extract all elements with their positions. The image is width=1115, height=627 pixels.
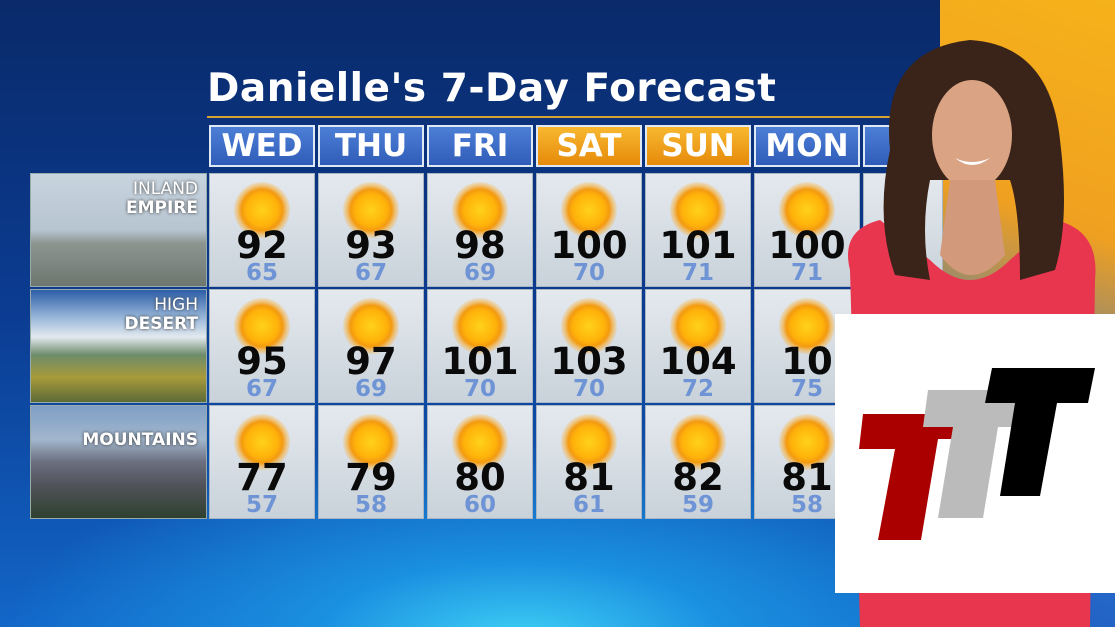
high-temp: 103: [550, 340, 628, 383]
high-temp: 93: [345, 224, 397, 267]
forecast-cell: 81 61: [536, 405, 642, 519]
sunny-icon: [452, 414, 508, 470]
low-temp: 69: [354, 376, 387, 402]
high-temp: 101: [441, 340, 519, 383]
sunny-icon: [234, 182, 290, 238]
sunny-icon: [234, 414, 290, 470]
forecast-cell: 104 72: [645, 289, 751, 403]
day-header-sun: SUN: [645, 125, 751, 167]
sunny-icon: [234, 298, 290, 354]
region-label: INLAND EMPIRE: [125, 179, 198, 218]
presenter-neck: [940, 180, 1005, 275]
sunny-icon: [343, 414, 399, 470]
forecast-cell: 92 65: [209, 173, 315, 287]
forecast-cell: 82 59: [645, 405, 751, 519]
low-temp: 67: [245, 376, 278, 402]
forecast-cell: 101 70: [427, 289, 533, 403]
low-temp: 67: [354, 260, 387, 286]
forecast-cell: 93 67: [318, 173, 424, 287]
sunny-icon: [670, 298, 726, 354]
high-temp: 79: [345, 456, 397, 499]
low-temp: 75: [790, 376, 823, 402]
low-temp: 60: [463, 492, 496, 518]
forecast-cell: 101 71: [645, 173, 751, 287]
sunny-icon: [561, 414, 617, 470]
high-temp: 77: [236, 456, 288, 499]
sunny-icon: [561, 298, 617, 354]
low-temp: 61: [572, 492, 605, 518]
high-temp: 92: [236, 224, 288, 267]
sunny-icon: [452, 182, 508, 238]
low-temp: 59: [681, 492, 714, 518]
region-panel: INLAND EMPIRE: [30, 173, 207, 287]
low-temp: 70: [463, 376, 496, 402]
high-temp: 101: [659, 224, 737, 267]
high-temp: 10: [781, 340, 833, 383]
region-label: HIGH DESERT: [124, 295, 198, 334]
low-temp: 72: [681, 376, 714, 402]
forecast-cell: 95 67: [209, 289, 315, 403]
high-temp: 81: [781, 456, 833, 499]
low-temp: 69: [463, 260, 496, 286]
title-divider: [207, 116, 927, 118]
presenter-face: [932, 80, 1012, 190]
day-header-thu: THU: [318, 125, 424, 167]
high-temp: 80: [454, 456, 506, 499]
sunny-icon: [452, 298, 508, 354]
low-temp: 71: [790, 260, 823, 286]
sunny-icon: [343, 298, 399, 354]
high-temp: 100: [550, 224, 628, 267]
ttt-logo-icon: [859, 368, 1095, 540]
high-temp: 81: [563, 456, 615, 499]
page-title: Danielle's 7-Day Forecast: [207, 66, 777, 111]
forecast-cell: 98 69: [427, 173, 533, 287]
low-temp: 65: [245, 260, 278, 286]
high-temp: 97: [345, 340, 397, 383]
low-temp: 58: [354, 492, 387, 518]
sunny-icon: [779, 182, 835, 238]
forecast-cell: 103 70: [536, 289, 642, 403]
sunny-icon: [779, 414, 835, 470]
low-temp: 70: [572, 376, 605, 402]
high-temp: 98: [454, 224, 506, 267]
high-temp: 95: [236, 340, 288, 383]
high-temp: 104: [659, 340, 737, 383]
day-header-fri: FRI: [427, 125, 533, 167]
presenter-smile: [955, 158, 990, 165]
sunny-icon: [670, 414, 726, 470]
low-temp: 57: [245, 492, 278, 518]
sunny-icon: [779, 298, 835, 354]
region-panel: HIGH DESERT: [30, 289, 207, 403]
sunny-icon: [561, 182, 617, 238]
forecast-cell: 97 69: [318, 289, 424, 403]
day-header-sat: SAT: [536, 125, 642, 167]
forecast-cell: 100 71: [754, 173, 860, 287]
high-temp: 82: [672, 456, 724, 499]
low-temp: 70: [572, 260, 605, 286]
region-panel: MOUNTAINS: [30, 405, 207, 519]
sunny-icon: [343, 182, 399, 238]
low-temp: 58: [790, 492, 823, 518]
forecast-cell: 80 60: [427, 405, 533, 519]
sunny-icon: [670, 182, 726, 238]
logo: [835, 314, 1115, 593]
forecast-cell: 79 58: [318, 405, 424, 519]
forecast-cell: 77 57: [209, 405, 315, 519]
region-label: MOUNTAINS: [82, 430, 198, 450]
high-temp: 100: [768, 224, 846, 267]
low-temp: 71: [681, 260, 714, 286]
forecast-cell: 100 70: [536, 173, 642, 287]
day-header-wed: WED: [209, 125, 315, 167]
day-header-mon: MON: [754, 125, 860, 167]
